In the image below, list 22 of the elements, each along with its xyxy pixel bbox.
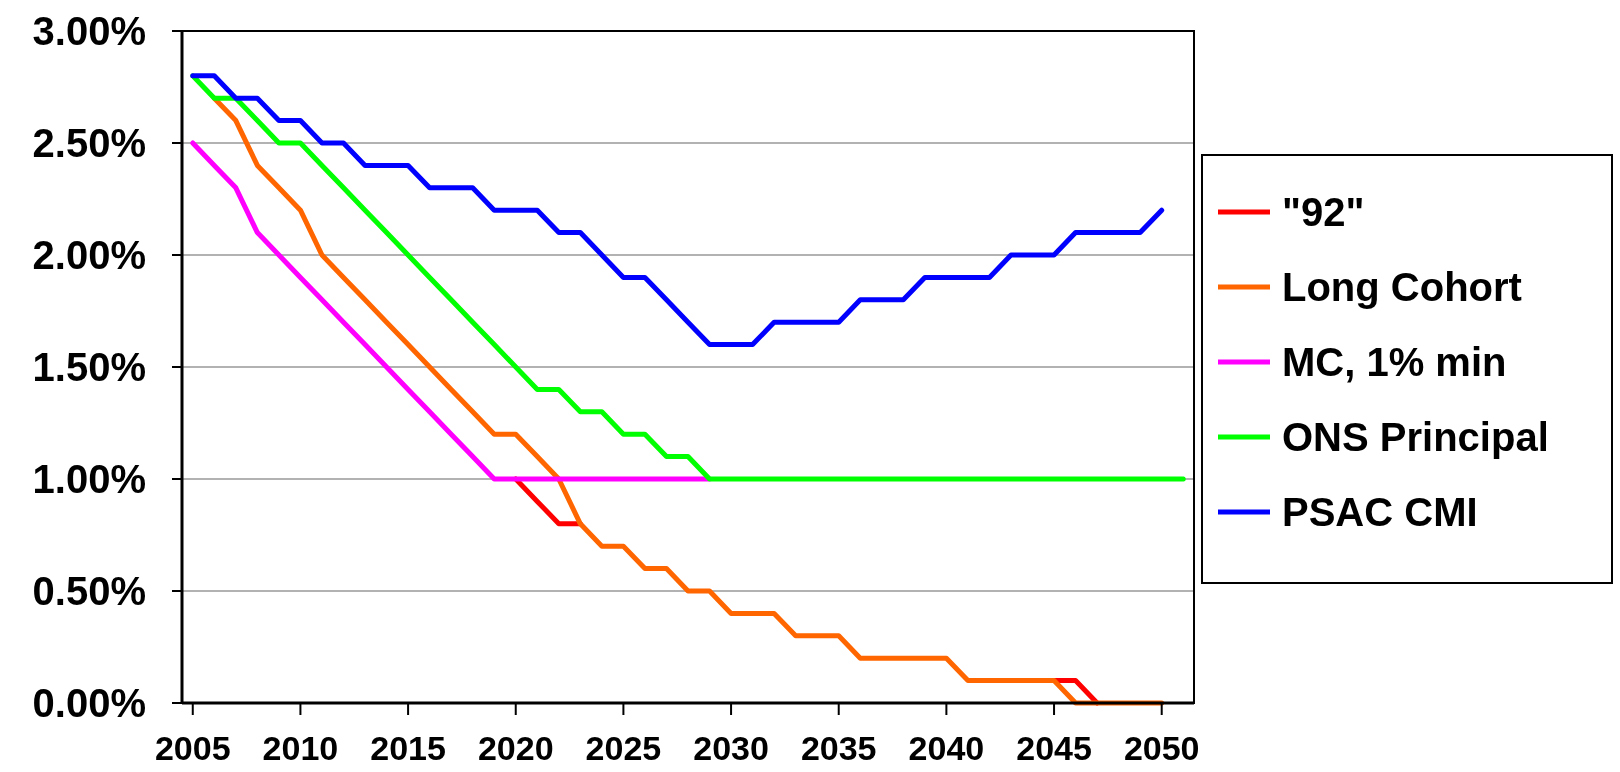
x-tick-label: 2010 <box>262 729 339 767</box>
legend-label: MC, 1% min <box>1282 340 1507 384</box>
y-tick-label: 1.50% <box>32 345 146 389</box>
x-tick-label: 2030 <box>693 729 769 767</box>
x-tick-label: 2025 <box>585 729 662 767</box>
x-tick-label: 2020 <box>477 729 554 767</box>
y-tick-label: 1.00% <box>32 457 146 501</box>
legend-label: "92" <box>1282 190 1365 234</box>
x-tick-label: 2015 <box>370 729 446 767</box>
y-tick-label: 0.00% <box>32 681 146 725</box>
y-tick-label: 0.50% <box>32 569 146 613</box>
y-tick-label: 2.50% <box>32 121 146 165</box>
x-tick-label: 2035 <box>800 729 877 767</box>
x-tick-label: 2045 <box>1016 729 1092 767</box>
x-tick-label: 2040 <box>908 729 985 767</box>
x-tick-label: 2005 <box>154 729 231 767</box>
legend-label: PSAC CMI <box>1282 490 1478 534</box>
x-tick-label: 2050 <box>1123 729 1200 767</box>
legend-label: Long Cohort <box>1282 265 1522 309</box>
legend-label: ONS Principal <box>1282 415 1549 459</box>
y-tick-label: 3.00% <box>32 9 146 53</box>
y-tick-label: 2.00% <box>32 233 146 277</box>
